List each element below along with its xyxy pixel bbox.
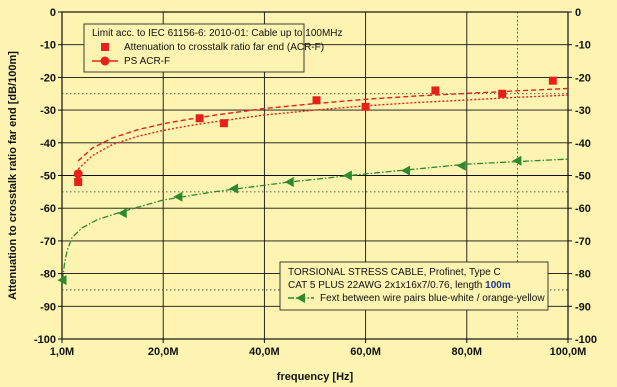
- cable-spec-text: CAT 5 PLUS 22AWG 2x1x16x7/0.76, length: [288, 280, 485, 291]
- y-tick-label: -100: [34, 334, 56, 346]
- limit-curve: [61, 158, 569, 281]
- y-tick-label: -30: [40, 105, 56, 117]
- data-point-series-1: [361, 102, 370, 111]
- data-series: [57, 76, 557, 286]
- axes: 0 0 -10 -10 -20 -20 -30 -30 -40 -40 -50 -50 -60 -60 -7…: [34, 7, 597, 358]
- y-tick-label-right: -70: [575, 236, 591, 248]
- legend-label: Attenuation to crosstalk ratio far end (…: [124, 42, 324, 53]
- fext-legend-entry: Fext between wire pairs blue-white / ora…: [288, 293, 545, 304]
- cable-spec: CAT 5 PLUS 22AWG 2x1x16x7/0.76, length 1…: [288, 280, 511, 291]
- x-tick-label: 20,0M: [148, 346, 179, 358]
- x-axis-title: frequency [Hz]: [277, 371, 354, 383]
- data-point-series-1: [431, 86, 440, 95]
- legend-entries: Attenuation to crosstalk ratio far end (…: [92, 42, 324, 67]
- y-tick-label: -70: [40, 236, 56, 248]
- limit-curve: [77, 87, 569, 162]
- x-tick-label: 1,0M: [50, 346, 74, 358]
- y-tick-label: 0: [50, 7, 56, 19]
- y-tick-label-right: -40: [575, 138, 591, 150]
- data-point-series-1: [548, 76, 557, 85]
- data-point-series-1: [312, 96, 321, 105]
- legend-label: Fext between wire pairs blue-white / ora…: [320, 293, 545, 304]
- limit-note: Limit acc. to IEC 61156-6: 2010-01: Cabl…: [92, 28, 343, 39]
- cable-length: 100m: [485, 280, 511, 291]
- legend-box: [83, 23, 305, 73]
- data-point-series-1: [195, 114, 204, 123]
- y-tick-label-right: -80: [575, 269, 591, 281]
- legend-marker: [100, 56, 110, 66]
- y-tick-label: -90: [40, 301, 56, 313]
- legend-marker: [296, 293, 305, 303]
- y-tick-label: -20: [40, 72, 56, 84]
- cable-info-box: TORSIONAL STRESS CABLE, Profinet, Type C…: [279, 261, 549, 311]
- y-tick-label: -40: [40, 138, 56, 150]
- data-point-series-2: [73, 169, 83, 179]
- y-axis-title: Attenuation to crosstalk ratio far end […: [7, 51, 19, 300]
- data-point-series-1: [498, 89, 507, 98]
- limit-curves: [61, 87, 569, 281]
- data-point-series-3: [401, 165, 411, 176]
- legend: Limit acc. to IEC 61156-6: 2010-01: Cabl…: [83, 23, 343, 73]
- legend-label: PS ACR-F: [124, 56, 170, 67]
- x-tick-label: 60,0M: [350, 346, 381, 358]
- x-tick-label: 80,0M: [452, 346, 483, 358]
- y-tick-label: -80: [40, 269, 56, 281]
- info-box-frame: [279, 261, 549, 311]
- y-tick-label: -50: [40, 171, 56, 183]
- data-point-series-3: [284, 177, 294, 188]
- x-tick-label: 100,0M: [550, 346, 587, 358]
- x-tick-label: 40,0M: [249, 346, 280, 358]
- y-tick-label-right: -60: [575, 203, 591, 215]
- y-tick-label-right: 0: [575, 7, 581, 19]
- y-tick-label: -10: [40, 40, 56, 52]
- y-tick-label-right: -50: [575, 171, 591, 183]
- y-tick-label: -60: [40, 203, 56, 215]
- data-point-series-1: [74, 178, 83, 187]
- cable-type: TORSIONAL STRESS CABLE, Profinet, Type C: [288, 267, 501, 278]
- data-point-series-3: [229, 183, 239, 194]
- y-tick-label-right: -100: [575, 334, 597, 346]
- y-tick-label-right: -30: [575, 105, 591, 117]
- data-point-series-3: [173, 191, 183, 202]
- y-tick-label-right: -20: [575, 72, 591, 84]
- data-point-series-3: [57, 275, 67, 286]
- data-point-series-1: [219, 119, 228, 128]
- data-point-series-3: [456, 160, 466, 171]
- y-tick-label-right: -90: [575, 301, 591, 313]
- data-point-series-3: [512, 155, 522, 166]
- limit-curve: [77, 94, 569, 170]
- y-tick-label-right: -10: [575, 40, 591, 52]
- data-point-series-3: [117, 208, 127, 219]
- data-point-series-3: [342, 170, 352, 181]
- legend-marker: [101, 43, 109, 51]
